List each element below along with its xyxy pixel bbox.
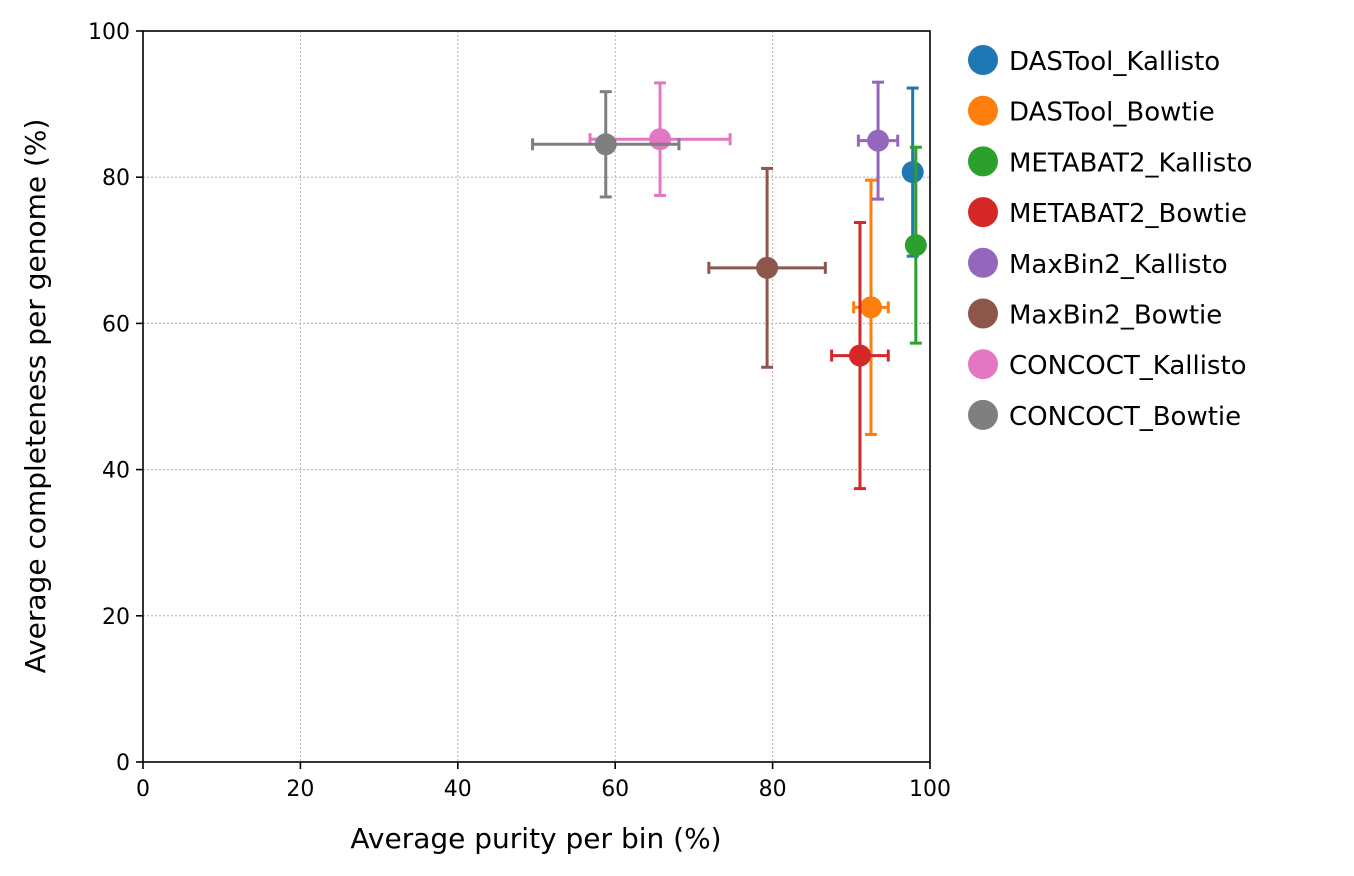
legend-marker [968, 45, 998, 75]
y-tick-label: 80 [102, 166, 130, 191]
legend-marker [968, 247, 998, 278]
data-point [848, 344, 871, 367]
legend-item: DASTool_Kallisto [968, 45, 1220, 77]
legend-item: CONCOCT_Kallisto [968, 349, 1247, 381]
legend-marker [968, 146, 998, 177]
series-dastool-kallisto [901, 86, 924, 258]
legend-label: CONCOCT_Bowtie [1009, 402, 1241, 432]
legend-item: DASTool_Bowtie [968, 95, 1215, 128]
series-metabat2-bowtie [830, 221, 890, 491]
series-dastool-bowtie [852, 178, 890, 437]
y-tick-label: 100 [88, 20, 130, 45]
series-layer [531, 80, 927, 491]
legend-label: DASTool_Kallisto [1009, 47, 1220, 77]
series-concoct-bowtie [531, 90, 681, 199]
x-tick-label: 100 [909, 777, 951, 802]
legend-item: MaxBin2_Bowtie [968, 298, 1222, 331]
y-tick-label: 20 [102, 605, 130, 630]
y-tick-label: 0 [116, 751, 130, 776]
legend-label: MaxBin2_Kallisto [1009, 250, 1228, 280]
ticks: 0 20 40 60 80 100 0 20 40 60 80 100 [88, 20, 951, 802]
series-maxbin2-kallisto [856, 80, 900, 201]
legend-marker [968, 399, 998, 430]
y-tick-label: 60 [102, 312, 130, 337]
data-point [904, 234, 927, 257]
legend-marker [968, 95, 998, 126]
grid [143, 31, 930, 762]
legend-label: DASTool_Bowtie [1009, 98, 1215, 128]
data-point [756, 256, 779, 279]
legend-item: METABAT2_Bowtie [968, 197, 1247, 229]
x-tick-label: 0 [136, 777, 150, 802]
legend-item: METABAT2_Kallisto [968, 146, 1252, 178]
series-maxbin2-bowtie [707, 166, 827, 369]
y-axis-label: Average completeness per genome (%) [19, 119, 52, 674]
series-metabat2-kallisto [904, 145, 927, 345]
legend: DASTool_Kallisto DASTool_Bowtie METABAT2_K… [968, 45, 1252, 432]
data-point [901, 161, 924, 184]
x-tick-label: 20 [286, 777, 314, 802]
data-point [867, 129, 890, 152]
legend-label: METABAT2_Bowtie [1009, 199, 1247, 229]
legend-label: METABAT2_Kallisto [1009, 148, 1252, 178]
x-axis-label: Average purity per bin (%) [350, 822, 721, 855]
legend-item: CONCOCT_Bowtie [968, 399, 1241, 432]
x-tick-label: 60 [601, 777, 629, 802]
data-point [859, 296, 882, 319]
legend-label: CONCOCT_Kallisto [1009, 351, 1247, 381]
legend-marker [968, 298, 998, 329]
legend-marker [968, 197, 998, 228]
legend-item: MaxBin2_Kallisto [968, 247, 1228, 280]
legend-label: MaxBin2_Bowtie [1009, 301, 1222, 331]
plot-frame [142, 30, 931, 763]
x-tick-label: 40 [444, 777, 472, 802]
x-tick-label: 80 [759, 777, 787, 802]
data-point [594, 133, 617, 156]
legend-marker [968, 349, 998, 380]
y-tick-label: 40 [102, 459, 130, 484]
data-point [649, 128, 672, 151]
